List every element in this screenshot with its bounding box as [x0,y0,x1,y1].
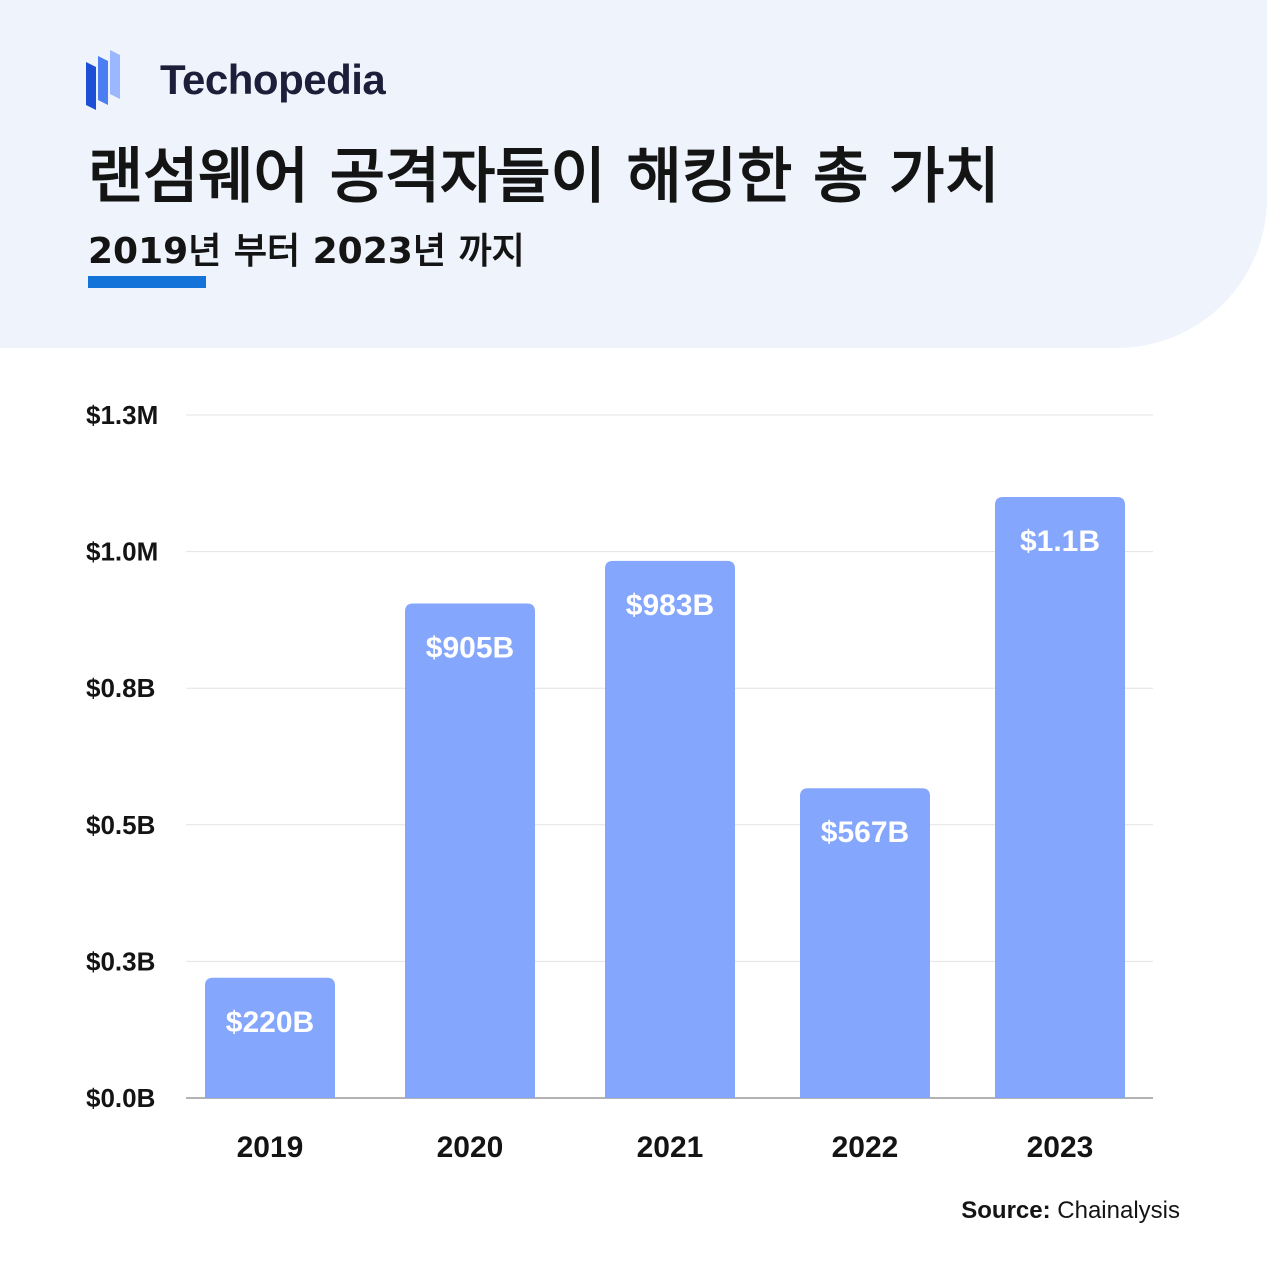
bar [405,603,535,1098]
bar [605,560,735,1098]
y-tick-label: $0.5B [86,810,155,840]
subtitle-underline [88,276,206,288]
page-subtitle: 2019년 부터 2023년 까지 [88,231,525,272]
page-title: 랜섬웨어 공격자들이 해킹한 총 가치 [88,142,1000,212]
y-tick-label: $1.3M [86,400,158,430]
data-label: $1.1B [1020,525,1100,558]
source-name: Chainalysis [1057,1197,1180,1224]
x-tick-label: 2021 [637,1131,704,1164]
bar [205,977,335,1098]
x-tick-label: 2019 [237,1131,304,1164]
data-label: $983B [626,589,714,622]
y-tick-label: $0.8B [86,673,155,703]
brand-name: Techopedia [160,56,386,103]
data-label: $220B [226,1006,314,1039]
data-label: $567B [821,816,909,849]
bar [995,496,1125,1099]
data-label: $905B [426,632,514,665]
y-tick-label: $0.0B [86,1083,155,1113]
y-tick-label: $0.3B [86,946,155,976]
brand-logo: Techopedia [86,50,386,110]
x-tick-label: 2022 [832,1131,899,1164]
source-label: Source: [961,1197,1051,1224]
x-tick-label: 2020 [437,1131,504,1164]
header-panel [0,0,1267,348]
x-tick-label: 2023 [1027,1131,1094,1164]
techopedia-logo-icon [86,50,120,110]
y-tick-label: $1.0M [86,537,158,567]
source-note: Source: Chainalysis [961,1197,1180,1225]
bar [800,788,930,1098]
